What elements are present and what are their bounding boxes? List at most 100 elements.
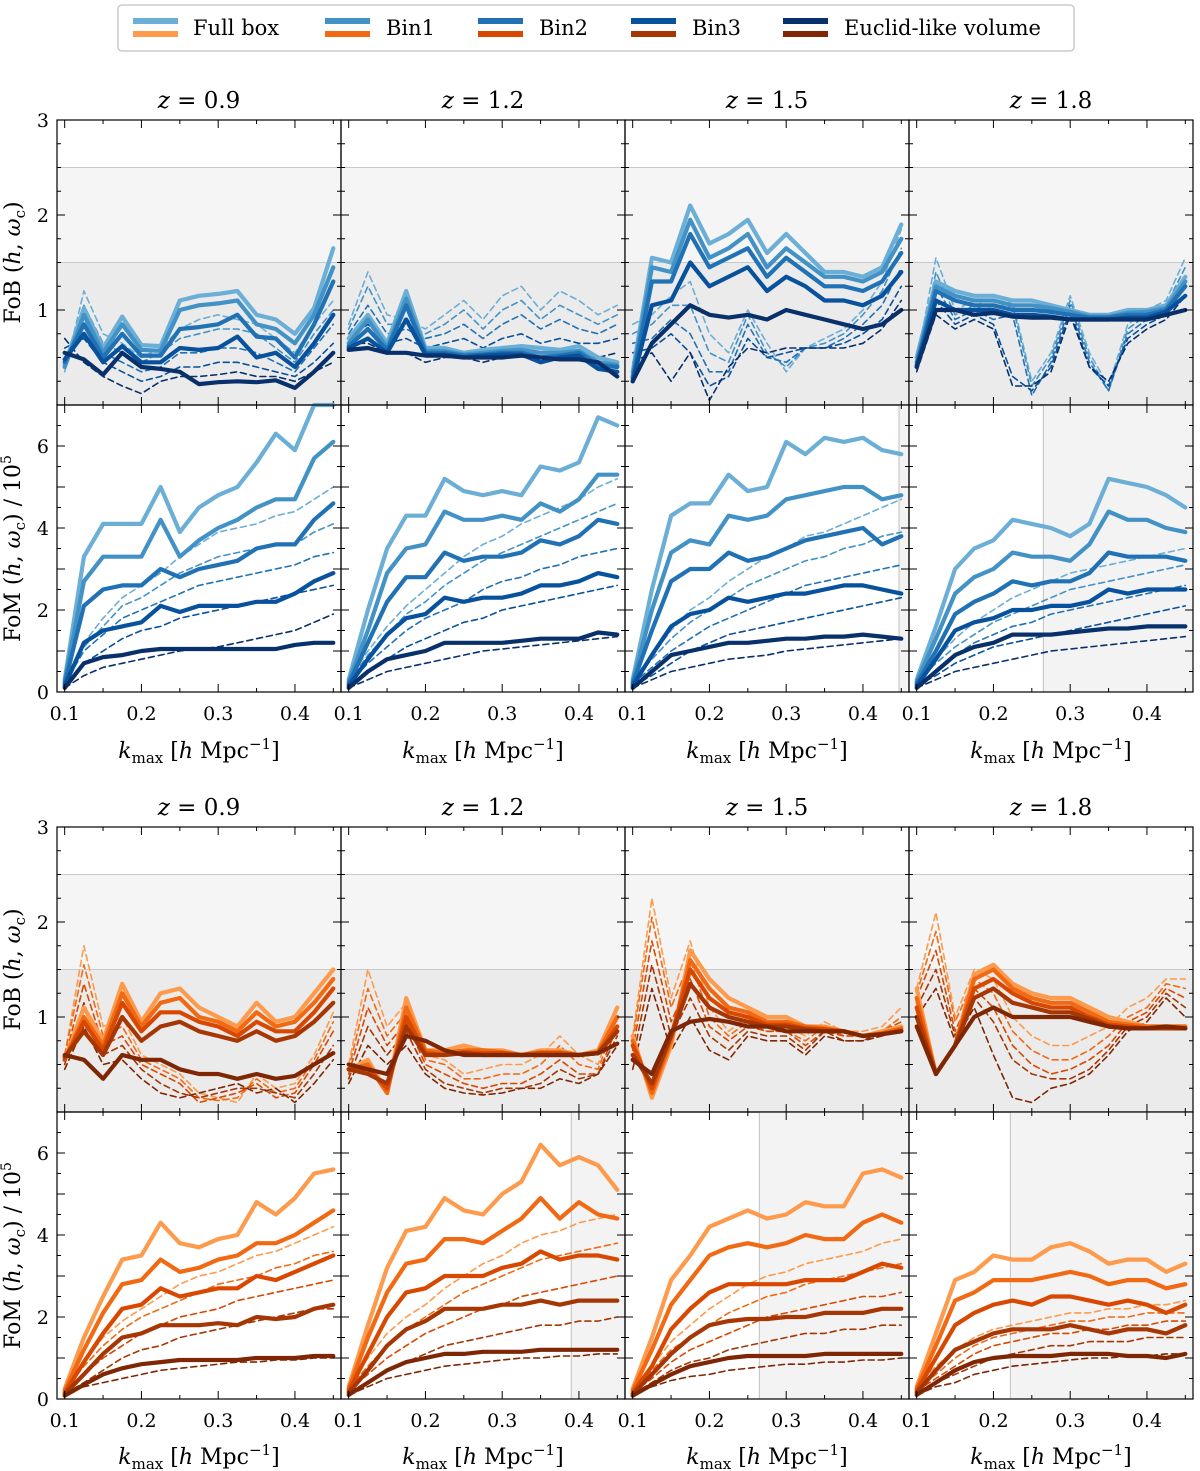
solid-series-line: [346, 630, 620, 691]
x-tick-label: 0.4: [280, 703, 310, 725]
dashed-series-line: [631, 987, 903, 1071]
dashed-series-line: [63, 337, 335, 383]
x-tick-label: 0.3: [771, 703, 801, 725]
x-axis-label: kmax [h Mpc−1]: [118, 1441, 279, 1471]
legend-entry-euclid: Euclid-like volume: [783, 16, 1041, 40]
panel-title: z = 0.9: [157, 88, 241, 114]
solid-series-line: [630, 303, 904, 384]
dashed-series-line: [915, 911, 1187, 1047]
solid-series-line: [914, 587, 1188, 689]
y-tick-label: 6: [37, 1143, 49, 1165]
x-tick-label: 0.2: [126, 1410, 156, 1432]
fom-shade: [759, 1112, 909, 1399]
fob-panel: [56, 826, 342, 1113]
fob-shade-light: [909, 874, 1193, 970]
solid-series-line: [346, 570, 620, 689]
fom-panel-frame: [624, 404, 910, 693]
x-tick-label: 0.2: [410, 703, 440, 725]
x-axis-label: kmax [h Mpc−1]: [402, 735, 563, 767]
solid-series-line: [630, 525, 904, 686]
x-axis-label: kmax [h Mpc−1]: [686, 735, 847, 767]
solid-series-line: [914, 1269, 1188, 1391]
fom-panel-frame: [340, 404, 626, 693]
solid-series-line: [62, 350, 336, 390]
x-tick-label: 0.2: [978, 703, 1008, 725]
solid-series-line: [62, 1208, 336, 1393]
fob-panel: [340, 119, 626, 406]
legend-label: Bin2: [539, 16, 588, 40]
solid-series-line: [346, 1347, 620, 1398]
dashed-series-line: [631, 285, 903, 387]
fob-y-axis-label: FoB (h, ωc): [1, 908, 29, 1030]
solid-series-line: [346, 345, 620, 379]
panel-title: z = 1.5: [725, 88, 809, 114]
x-tick-label: 0.3: [487, 703, 517, 725]
fob-shade-light: [625, 874, 909, 970]
fob-panel: [624, 826, 910, 1113]
y-tick-label: 1: [37, 1007, 49, 1029]
solid-series-line: [62, 1167, 336, 1391]
dashed-series-line: [63, 1279, 335, 1394]
solid-series-line: [62, 312, 336, 370]
solid-series-line: [62, 976, 336, 1062]
solid-series-line: [630, 260, 904, 384]
solid-series-line: [914, 509, 1188, 684]
dashed-series-line: [347, 1275, 619, 1392]
solid-series-line: [630, 231, 904, 381]
fob-shade-light: [341, 874, 625, 970]
x-tick-label: 0.4: [848, 1410, 878, 1432]
dashed-series-line: [347, 1025, 619, 1094]
solid-series-line: [346, 415, 620, 682]
solid-series-line: [346, 1249, 620, 1393]
panel-title: z = 1.8: [1009, 795, 1093, 821]
solid-series-line: [62, 570, 336, 689]
solid-series-line: [914, 274, 1188, 360]
legend-label: Bin3: [692, 16, 741, 40]
fob-panel: [340, 826, 626, 1113]
dashed-series-line: [63, 290, 335, 373]
legend-entry-bin1: Bin1: [325, 16, 435, 40]
y-tick-label: 0: [37, 682, 49, 704]
solid-series-line: [62, 1050, 336, 1081]
solid-series-line: [914, 1323, 1188, 1395]
fom-panel: [340, 1111, 626, 1400]
x-tick-label: 0.4: [848, 703, 878, 725]
solid-series-line: [346, 1298, 620, 1395]
dashed-series-line: [631, 1238, 903, 1390]
solid-series-line: [62, 265, 336, 370]
fob-shade-dark: [341, 262, 625, 405]
solid-series-line: [62, 402, 336, 682]
fob-panel: [908, 826, 1194, 1113]
y-tick-label: 2: [37, 205, 49, 227]
solid-series-line: [62, 439, 336, 684]
solid-series-line: [630, 1261, 904, 1395]
y-tick-label: 4: [37, 518, 49, 540]
dashed-series-line: [631, 531, 903, 683]
x-tick-label: 0.4: [564, 703, 594, 725]
fob-panel: [56, 119, 342, 406]
fom-panel: [624, 404, 910, 693]
x-tick-label: 0.2: [978, 1410, 1008, 1432]
dashed-series-line: [631, 596, 903, 687]
solid-series-line: [346, 1195, 620, 1391]
dashed-series-line: [63, 1357, 335, 1397]
panel-title: z = 1.2: [441, 88, 525, 114]
dashed-series-line: [631, 1324, 903, 1395]
dashed-series-line: [347, 635, 619, 689]
x-tick-label: 0.1: [618, 703, 648, 725]
solid-series-line: [630, 1351, 904, 1398]
x-tick-label: 0.1: [618, 1410, 648, 1432]
solid-series-line: [914, 1241, 1188, 1389]
solid-series-line: [630, 1167, 904, 1391]
panel-title: z = 0.9: [157, 795, 241, 821]
solid-series-line: [914, 1294, 1188, 1393]
dashed-series-line: [347, 477, 619, 681]
dashed-series-line: [915, 564, 1187, 683]
x-tick-label: 0.4: [280, 1410, 310, 1432]
dashed-series-line: [915, 1336, 1187, 1394]
y-tick-label: 1: [37, 300, 49, 322]
dashed-series-line: [347, 1006, 619, 1090]
y-tick-label: 2: [37, 1307, 49, 1329]
dashed-series-line: [63, 551, 335, 685]
x-tick-label: 0.3: [487, 1410, 517, 1432]
